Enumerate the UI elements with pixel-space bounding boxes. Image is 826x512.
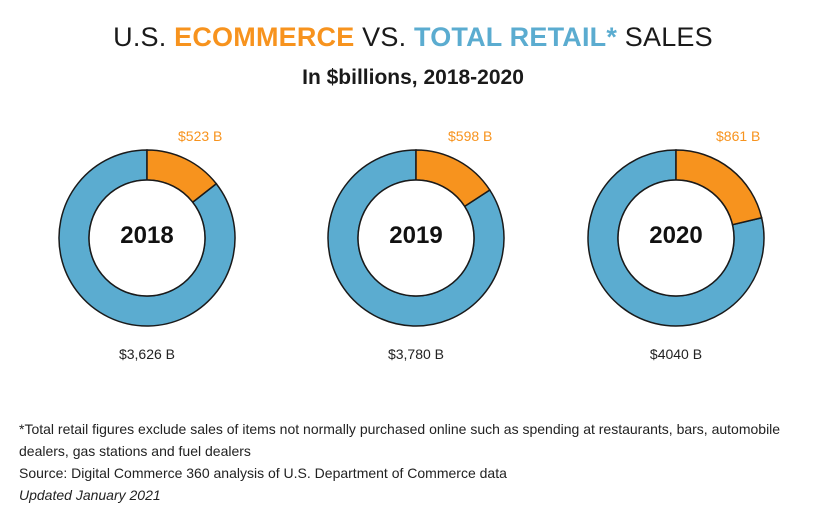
- total-value-label-2018: $3,626 B: [118, 346, 176, 362]
- total-value-label-2020: $4040 B: [649, 346, 703, 362]
- chart-title: U.S. ECOMMERCE VS. TOTAL RETAIL* SALES: [0, 22, 826, 53]
- donut-svg-2018: [58, 149, 236, 327]
- ecommerce-value-label-2018: $523 B: [178, 128, 223, 144]
- title-vs: VS.: [354, 22, 414, 52]
- year-label-2020: 2020: [649, 222, 703, 249]
- footnote-source: Source: Digital Commerce 360 analysis of…: [19, 465, 507, 481]
- donut-chart-2020: $861 B 2020 $4040 B: [576, 120, 776, 370]
- donut-svg-2019: [327, 149, 505, 327]
- year-label-2019: 2019: [389, 222, 443, 249]
- title-ecommerce: ECOMMERCE: [174, 22, 355, 52]
- donut-chart-2018: $523 B 2018 $3,626 B: [47, 120, 247, 370]
- title-suffix: SALES: [617, 22, 713, 52]
- year-label-2018: 2018: [120, 222, 174, 249]
- ecommerce-value-label-2019: $598 B: [448, 128, 493, 144]
- footnote-updated: Updated January 2021: [19, 487, 161, 503]
- donut-svg-2020: [587, 149, 765, 327]
- chart-subtitle: In $billions, 2018-2020: [302, 66, 524, 89]
- donut-hole-2019: [357, 179, 475, 297]
- ecommerce-value-label-2020: $861 B: [716, 128, 761, 144]
- title-total-retail: TOTAL RETAIL*: [413, 22, 618, 52]
- footnote-exclusions: *Total retail figures exclude sales of i…: [19, 421, 781, 459]
- donut-hole-2018: [88, 179, 206, 297]
- donut-chart-2019: $598 B 2019 $3,780 B: [316, 120, 516, 370]
- title-prefix: U.S.: [113, 22, 175, 52]
- donut-hole-2020: [617, 179, 735, 297]
- footnote: *Total retail figures exclude sales of i…: [19, 418, 809, 506]
- total-value-label-2019: $3,780 B: [387, 346, 445, 362]
